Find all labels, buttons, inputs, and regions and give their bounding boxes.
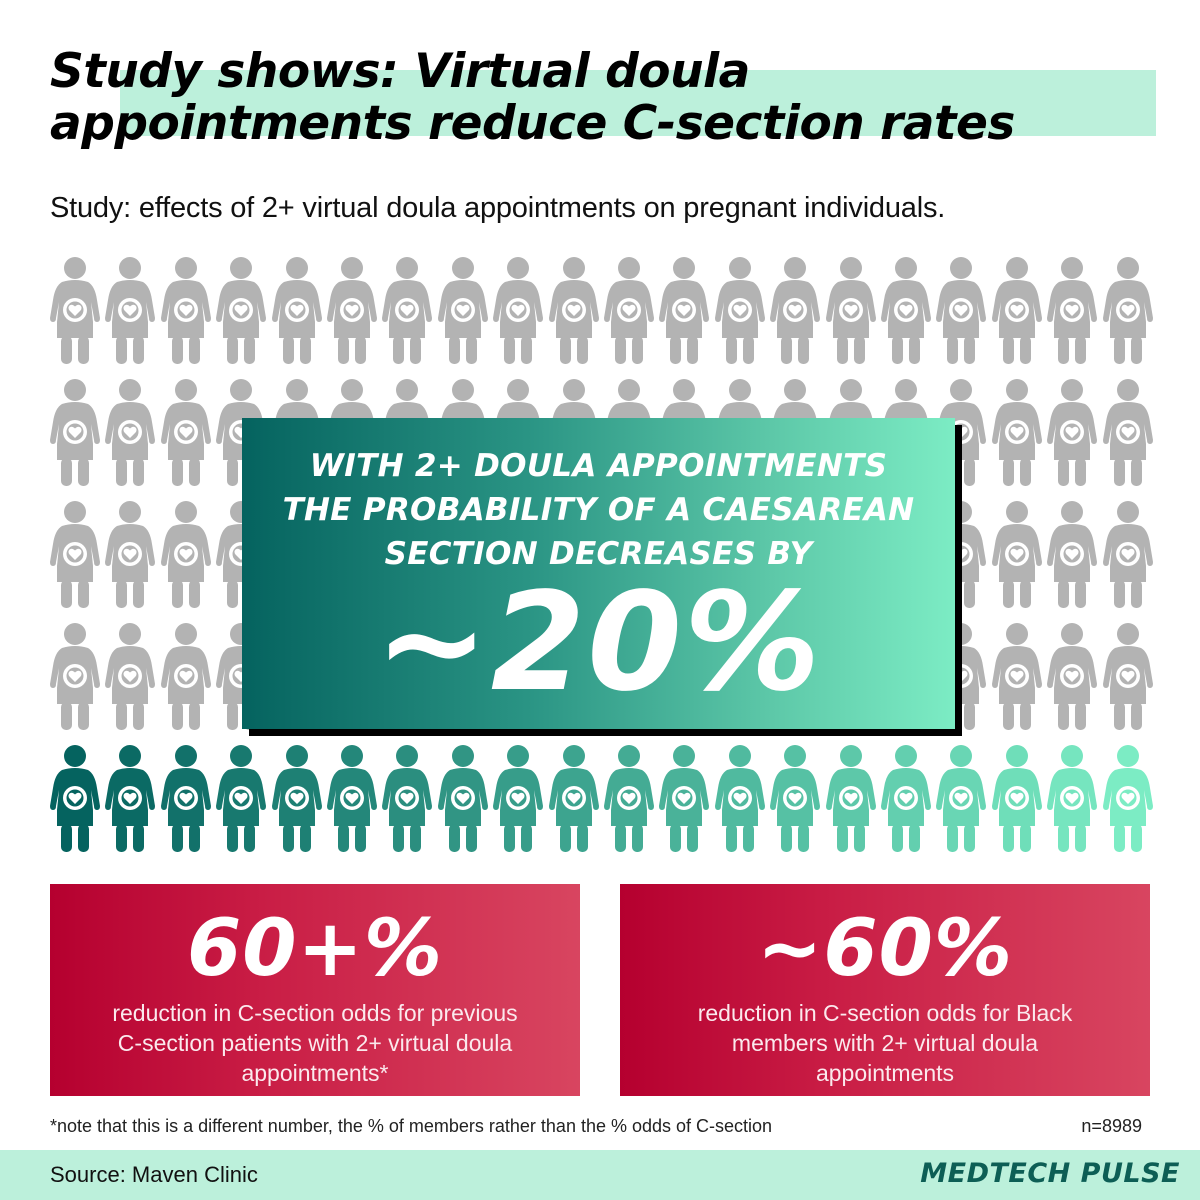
- pregnant-person-with-heart-icon: [934, 744, 988, 854]
- stat-desc-line: appointments: [815, 1060, 955, 1086]
- stat-desc-line: appointments*: [241, 1060, 389, 1086]
- pregnant-person-with-heart-icon: [491, 744, 545, 854]
- pregnant-person-with-heart-icon: [325, 744, 379, 854]
- stat-card-black-members: ~60% reduction in C-section odds for Bla…: [620, 884, 1150, 1096]
- pregnant-person-with-heart-icon: [824, 256, 878, 366]
- callout-value: ~20%: [374, 564, 823, 722]
- pregnant-person-with-heart-icon: [768, 744, 822, 854]
- pregnant-person-with-heart-icon: [1101, 256, 1155, 366]
- pregnant-person-with-heart-icon: [713, 744, 767, 854]
- pregnant-person-with-heart-icon: [990, 378, 1044, 488]
- pregnant-person-with-heart-icon: [103, 256, 157, 366]
- title-line-1: Study shows: Virtual doula: [50, 44, 750, 99]
- pregnant-person-with-heart-icon: [48, 500, 102, 610]
- pictogram-row-highlighted: [48, 744, 1158, 856]
- brand-logo: MEDTECH PULSE: [920, 1158, 1180, 1189]
- pregnant-person-with-heart-icon: [547, 744, 601, 854]
- pregnant-person-with-heart-icon: [48, 744, 102, 854]
- pregnant-person-with-heart-icon: [103, 622, 157, 732]
- pregnant-person-with-heart-icon: [159, 378, 213, 488]
- pregnant-person-with-heart-icon: [436, 256, 490, 366]
- footer-bar: Source: Maven Clinic MEDTECH PULSE: [0, 1150, 1200, 1200]
- pregnant-person-with-heart-icon: [159, 500, 213, 610]
- pregnant-person-with-heart-icon: [602, 744, 656, 854]
- pregnant-person-with-heart-icon: [48, 256, 102, 366]
- page-title: Study shows: Virtual doula appointments …: [50, 46, 1170, 150]
- pregnant-person-with-heart-icon: [436, 744, 490, 854]
- pregnant-person-with-heart-icon: [1101, 378, 1155, 488]
- stat-value: ~60%: [756, 904, 1014, 994]
- callout-line-1: WITH 2+ DOULA APPOINTMENTS: [309, 448, 888, 484]
- stat-desc-line: reduction in C-section odds for Black: [697, 1000, 1073, 1026]
- subtitle: Study: effects of 2+ virtual doula appoi…: [50, 192, 946, 224]
- title-highlight-bar: [120, 70, 1156, 136]
- pregnant-person-with-heart-icon: [48, 622, 102, 732]
- pregnant-person-with-heart-icon: [1101, 500, 1155, 610]
- pregnant-person-with-heart-icon: [380, 744, 434, 854]
- pregnant-person-with-heart-icon: [934, 256, 988, 366]
- pregnant-person-with-heart-icon: [990, 500, 1044, 610]
- pregnant-person-with-heart-icon: [1045, 500, 1099, 610]
- callout-text: WITH 2+ DOULA APPOINTMENTS THE PROBABILI…: [242, 444, 955, 576]
- pregnant-person-with-heart-icon: [159, 744, 213, 854]
- pregnant-person-with-heart-icon: [214, 744, 268, 854]
- pregnant-person-with-heart-icon: [48, 378, 102, 488]
- stat-value: 60+%: [186, 904, 444, 994]
- pregnant-person-with-heart-icon: [990, 622, 1044, 732]
- pregnant-person-with-heart-icon: [380, 256, 434, 366]
- pregnant-person-with-heart-icon: [768, 256, 822, 366]
- callout-box: WITH 2+ DOULA APPOINTMENTS THE PROBABILI…: [242, 418, 955, 729]
- pregnant-person-with-heart-icon: [602, 256, 656, 366]
- callout-line-2: THE PROBABILITY OF A CAESAREAN: [282, 492, 915, 528]
- pregnant-person-with-heart-icon: [103, 744, 157, 854]
- pregnant-person-with-heart-icon: [491, 256, 545, 366]
- stat-desc-line: C-section patients with 2+ virtual doula: [117, 1030, 513, 1056]
- pregnant-person-with-heart-icon: [990, 256, 1044, 366]
- pregnant-person-with-heart-icon: [990, 744, 1044, 854]
- pregnant-person-with-heart-icon: [1045, 622, 1099, 732]
- pregnant-person-with-heart-icon: [103, 378, 157, 488]
- pregnant-person-with-heart-icon: [713, 256, 767, 366]
- pregnant-person-with-heart-icon: [547, 256, 601, 366]
- pregnant-person-with-heart-icon: [270, 744, 324, 854]
- pregnant-person-with-heart-icon: [1045, 744, 1099, 854]
- pregnant-person-with-heart-icon: [879, 256, 933, 366]
- pregnant-person-with-heart-icon: [1045, 256, 1099, 366]
- stat-description: reduction in C-section odds for Black me…: [640, 998, 1130, 1088]
- source-credit: Source: Maven Clinic: [50, 1162, 258, 1187]
- stat-desc-line: reduction in C-section odds for previous: [112, 1000, 518, 1026]
- pregnant-person-with-heart-icon: [879, 744, 933, 854]
- callout-line-3: SECTION DECREASES BY: [384, 536, 813, 572]
- pregnant-person-with-heart-icon: [270, 256, 324, 366]
- stat-card-previous-csection: 60+% reduction in C-section odds for pre…: [50, 884, 580, 1096]
- pregnant-person-with-heart-icon: [657, 256, 711, 366]
- sample-size: n=8989: [1081, 1116, 1142, 1136]
- footnote: *note that this is a different number, t…: [50, 1116, 773, 1136]
- title-line-2: appointments reduce C-section rates: [50, 96, 1015, 151]
- pictogram-row-gray: [48, 256, 1158, 368]
- pregnant-person-with-heart-icon: [159, 256, 213, 366]
- pregnant-person-with-heart-icon: [1101, 622, 1155, 732]
- pregnant-person-with-heart-icon: [103, 500, 157, 610]
- pregnant-person-with-heart-icon: [214, 256, 268, 366]
- pregnant-person-with-heart-icon: [1101, 744, 1155, 854]
- pregnant-person-with-heart-icon: [657, 744, 711, 854]
- pregnant-person-with-heart-icon: [1045, 378, 1099, 488]
- stat-desc-line: members with 2+ virtual doula: [731, 1030, 1039, 1056]
- pregnant-person-with-heart-icon: [325, 256, 379, 366]
- pregnant-person-with-heart-icon: [824, 744, 878, 854]
- stat-description: reduction in C-section odds for previous…: [70, 998, 560, 1088]
- pregnant-person-with-heart-icon: [159, 622, 213, 732]
